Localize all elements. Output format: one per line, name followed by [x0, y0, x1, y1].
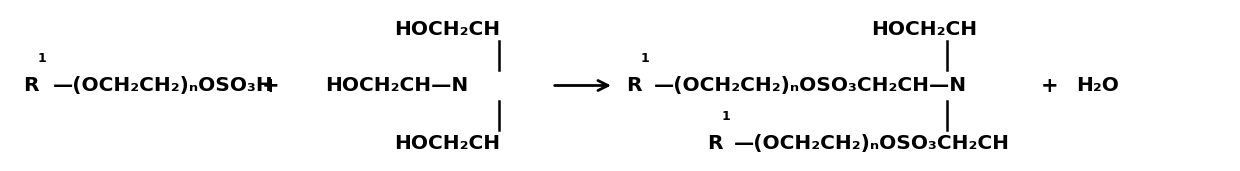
Text: 1: 1 [722, 110, 730, 123]
Text: +: + [1042, 76, 1059, 95]
Text: HOCH₂CH: HOCH₂CH [394, 134, 501, 153]
Text: HOCH₂CH: HOCH₂CH [394, 20, 501, 39]
Text: 1: 1 [38, 52, 47, 65]
Text: HOCH₂CH: HOCH₂CH [872, 20, 977, 39]
Text: +: + [262, 76, 279, 95]
Text: 1: 1 [641, 52, 650, 65]
Text: —(OCH₂CH₂)ₙOSO₃CH₂CH—N: —(OCH₂CH₂)ₙOSO₃CH₂CH—N [653, 76, 966, 95]
Text: —(OCH₂CH₂)ₙOSO₃CH₂CH: —(OCH₂CH₂)ₙOSO₃CH₂CH [734, 134, 1009, 153]
Text: H₂O: H₂O [1076, 76, 1118, 95]
Text: R: R [24, 76, 38, 95]
Text: HOCH₂CH—N: HOCH₂CH—N [325, 76, 469, 95]
Text: R: R [626, 76, 641, 95]
Text: —(OCH₂CH₂)ₙOSO₃H: —(OCH₂CH₂)ₙOSO₃H [53, 76, 274, 95]
Text: R: R [707, 134, 722, 153]
